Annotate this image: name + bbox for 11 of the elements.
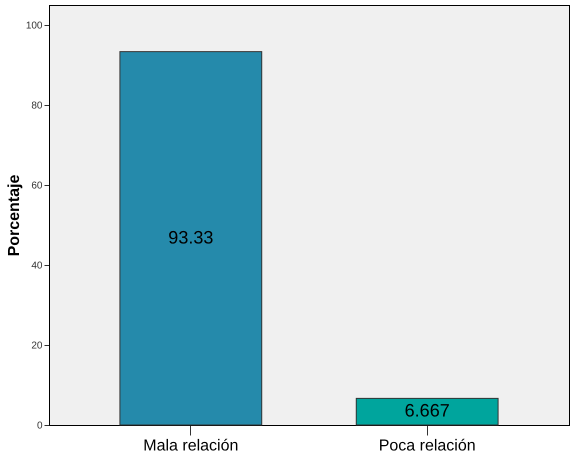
data-label: 6.667 [404, 400, 450, 421]
x-tick-label: Poca relación [378, 438, 476, 454]
y-axis-title: Porcentaje [6, 174, 23, 256]
y-tick-label: 20 [31, 340, 43, 352]
y-tick-label: 40 [31, 260, 43, 272]
y-tick-label: 0 [36, 420, 43, 432]
y-tick-label: 100 [26, 20, 43, 32]
data-label: 93.33 [168, 227, 214, 248]
x-tick-label: Mala relación [143, 438, 238, 454]
y-tick-label: 60 [31, 180, 43, 192]
y-tick-label: 80 [31, 100, 43, 112]
